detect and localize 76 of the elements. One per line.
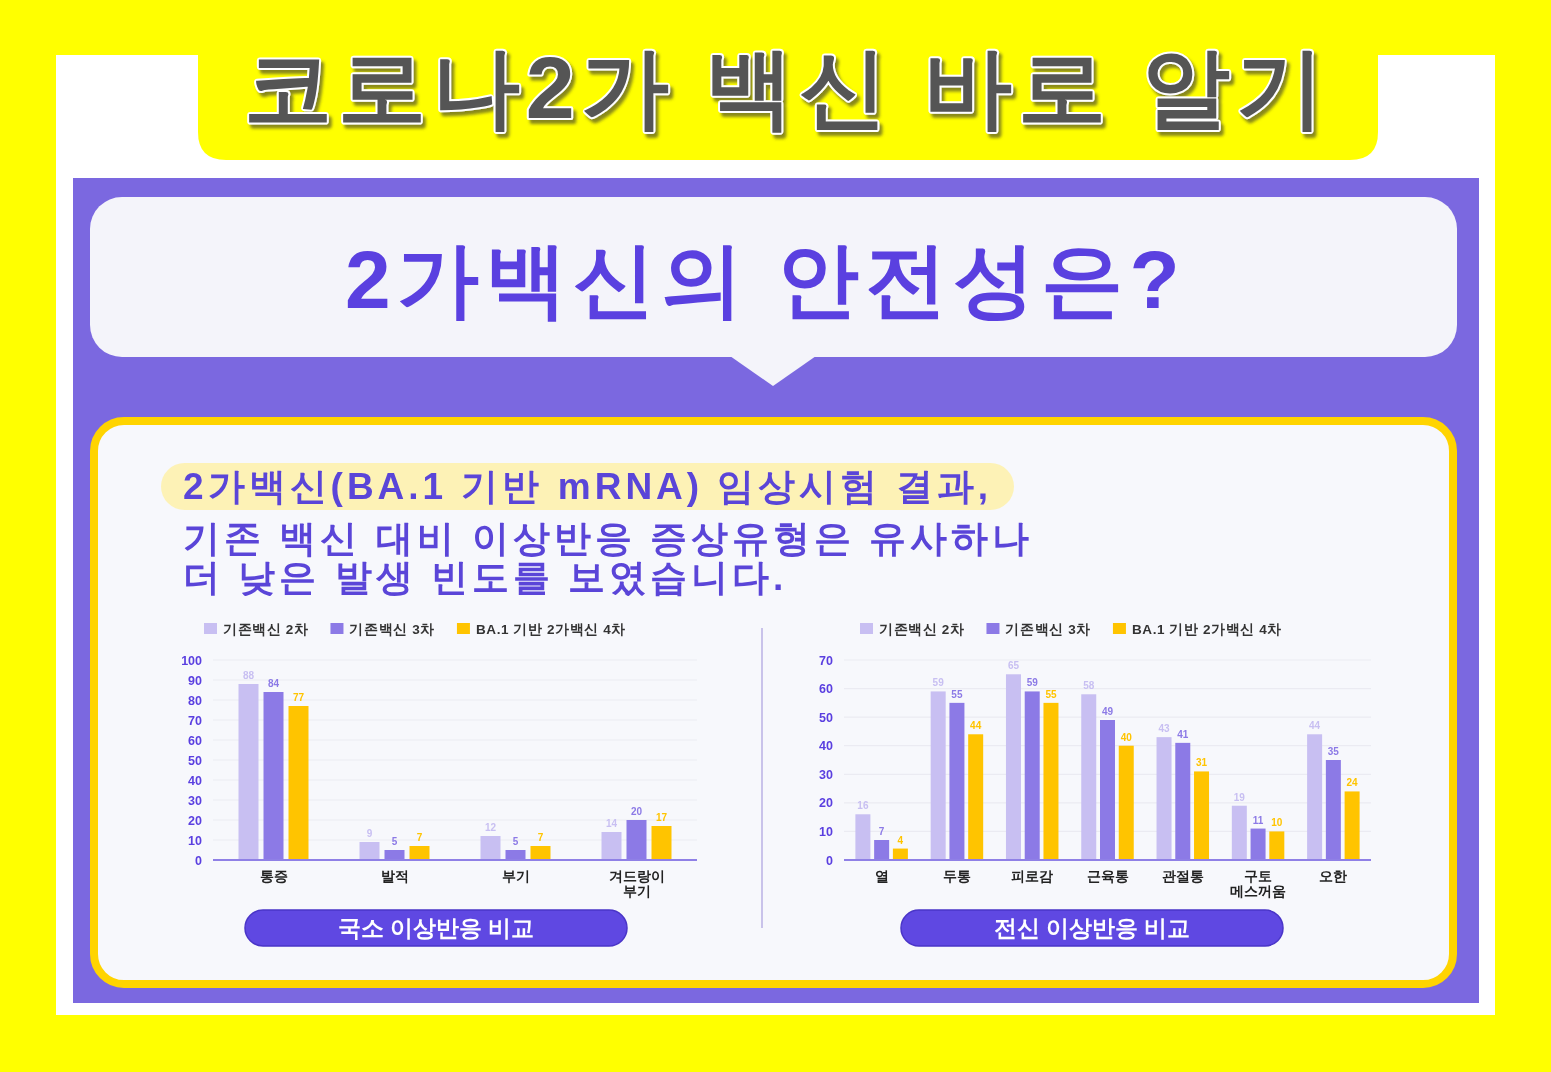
data-label: 5 <box>512 836 519 847</box>
x-tick-label: 관절통 <box>1161 868 1204 884</box>
data-label: 55 <box>951 688 963 700</box>
annotation: 더 낮은 발생 빈도를 보였습니다. <box>183 557 788 598</box>
data-label: 7 <box>878 826 885 837</box>
data-label: 9 <box>366 828 373 839</box>
data-label: 55 <box>1045 688 1057 700</box>
y-tick-label: 10 <box>188 833 202 848</box>
y-tick-label: 40 <box>188 773 202 788</box>
title: 코로나2가 백신 바로 알기 <box>243 38 1331 137</box>
data-label: 43 <box>1158 723 1170 735</box>
x-tick-label: 피로감 <box>1011 868 1054 884</box>
data-label: 88 <box>242 670 255 681</box>
annotation: 2가백신(BA.1 기반 mRNA) 임상시험 결과, <box>161 463 1014 510</box>
data-label: 7 <box>537 832 544 843</box>
legend-label: BA.1 기반 2가백신 4차 <box>475 622 626 637</box>
legend-label: 기존백신 3차 <box>349 622 435 637</box>
data-label: 44 <box>1309 720 1321 732</box>
x-tick-label: 통증 <box>259 868 288 884</box>
data-label: 10 <box>1271 817 1283 829</box>
subtitle: 2가백신의 안전성은? <box>345 234 1186 325</box>
y-tick-label: 70 <box>819 653 833 668</box>
x-tick-label: 두통 <box>942 868 971 884</box>
legend-label: 기존백신 3차 <box>1005 622 1091 637</box>
data-label: 41 <box>1177 728 1189 740</box>
data-label: 16 <box>857 800 869 812</box>
y-tick-label: 50 <box>188 753 202 768</box>
data-label: 58 <box>1083 680 1095 692</box>
legend-label: 기존백신 2차 <box>223 622 309 637</box>
y-tick-label: 10 <box>819 824 833 839</box>
legend-label: BA.1 기반 2가백신 4차 <box>1131 622 1282 637</box>
y-tick-label: 70 <box>188 713 202 728</box>
data-label: 59 <box>1026 677 1038 689</box>
y-tick-label: 100 <box>181 653 202 668</box>
data-label: 5 <box>391 836 398 847</box>
x-tick-label: 겨드랑이 부기 <box>608 868 665 899</box>
y-tick-label: 30 <box>188 793 202 808</box>
data-label: 84 <box>267 678 280 689</box>
y-tick-label: 0 <box>195 853 202 868</box>
data-label: 11 <box>1252 814 1264 826</box>
annotation: 기존 백신 대비 이상반응 증상유형은 유사하나 <box>183 518 1034 559</box>
data-label: 65 <box>1007 660 1020 672</box>
data-label: 49 <box>1101 706 1114 717</box>
y-tick-label: 90 <box>188 673 202 688</box>
data-label: 4 <box>897 834 904 846</box>
y-tick-label: 80 <box>188 693 202 708</box>
data-label: 59 <box>932 677 944 689</box>
xlabel: 전신 이상반응 비교 <box>993 915 1191 941</box>
y-tick-label: 20 <box>819 796 833 811</box>
x-tick-label: 부기 <box>501 868 530 884</box>
data-label: 12 <box>484 822 497 833</box>
y-tick-label: 40 <box>819 739 833 754</box>
y-tick-label: 30 <box>819 767 833 782</box>
data-label: 77 <box>292 692 305 703</box>
xlabel: 국소 이상반응 비교 <box>337 915 535 941</box>
data-label: 20 <box>630 806 643 817</box>
y-tick-label: 0 <box>826 853 833 868</box>
y-tick-label: 60 <box>188 733 202 748</box>
data-label: 31 <box>1195 757 1208 769</box>
data-label: 35 <box>1327 746 1339 757</box>
data-label: 40 <box>1120 731 1132 743</box>
legend-label: 기존백신 2차 <box>879 622 965 637</box>
x-tick-label: 발적 <box>380 868 409 884</box>
y-tick-label: 60 <box>819 682 833 697</box>
data-label: 24 <box>1346 777 1358 789</box>
y-tick-label: 50 <box>819 710 833 725</box>
data-label: 14 <box>605 818 618 829</box>
data-label: 19 <box>1233 791 1245 803</box>
y-tick-label: 20 <box>188 813 202 828</box>
x-tick-label: 구토 메스꺼움 <box>1230 868 1287 899</box>
x-tick-label: 열 <box>874 868 889 884</box>
x-tick-label: 근육통 <box>1086 868 1129 884</box>
data-label: 17 <box>655 812 668 823</box>
x-tick-label: 오한 <box>1319 868 1348 884</box>
data-label: 44 <box>970 720 982 732</box>
data-label: 7 <box>416 832 423 843</box>
